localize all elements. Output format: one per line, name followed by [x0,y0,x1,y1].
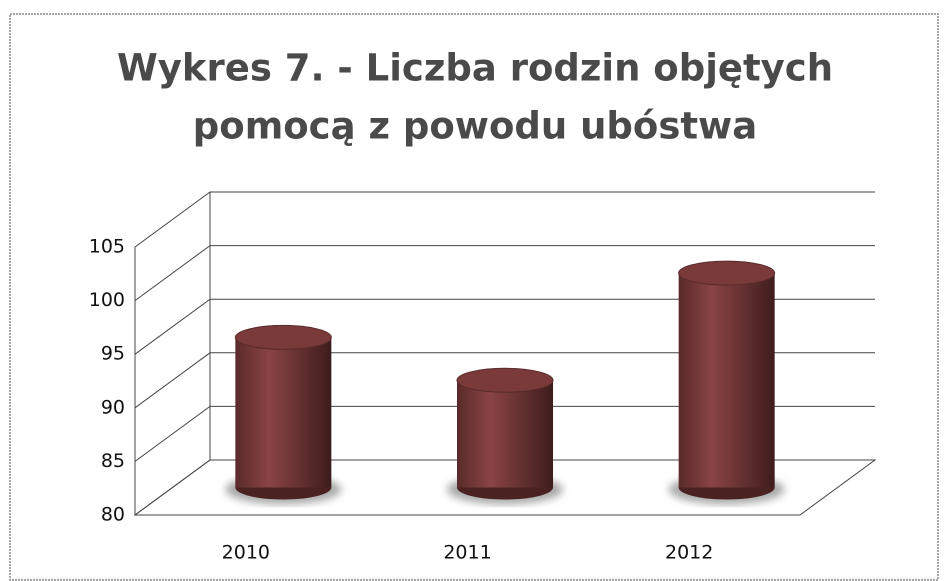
y-tick-label: 105 [89,236,125,258]
x-tick-label: 2011 [443,542,491,564]
frame [9,13,939,581]
chart-title-line: pomocą z powodu ubóstwa [193,105,757,148]
chart-title-line: Wykres 7. - Liczba rodzin objętych [117,47,833,90]
bar [235,337,332,488]
grid-line [134,245,875,302]
y-tick-label: 95 [101,343,125,365]
y-tick-label: 90 [101,396,125,418]
y-tick-label: 80 [101,504,125,526]
bar-top [234,324,332,350]
grid-line [134,352,875,409]
x-tick-label: 2010 [222,542,270,564]
grid-line [134,298,875,355]
bar [678,273,775,488]
grid-line [134,459,875,516]
x-tick-label: 2012 [665,542,713,564]
y-tick-label: 85 [101,450,125,472]
grid-line [134,405,875,462]
bar [457,380,553,488]
y-tick-label: 100 [89,289,125,311]
grid-line [134,191,875,248]
bar-top [678,260,776,286]
bar-top [456,367,554,393]
